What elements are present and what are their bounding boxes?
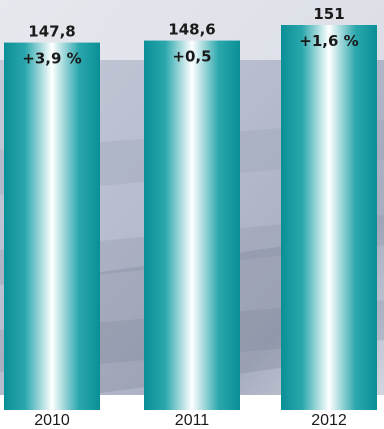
value-label-2011: 148,6	[168, 21, 215, 39]
value-label-2010: 147,8	[28, 23, 75, 41]
x-tick-label-2011: 2011	[175, 412, 210, 429]
change-label-2010: +3,9 %	[22, 50, 81, 68]
x-tick-label-2012: 2012	[311, 412, 347, 429]
bar-2012	[281, 25, 377, 410]
bar-2011	[144, 40, 240, 411]
x-tick-label-2010: 2010	[34, 412, 70, 429]
value-label-2012: 151	[313, 5, 344, 23]
labels: 147,8 +3,9 % 2010 148,6 +0,5 2011 151 +1,6 % 201…	[22, 5, 358, 429]
change-label-2012: +1,6 %	[299, 32, 358, 50]
bar-2010	[4, 42, 100, 411]
change-label-2011: +0,5	[172, 48, 211, 66]
bars	[4, 25, 377, 411]
